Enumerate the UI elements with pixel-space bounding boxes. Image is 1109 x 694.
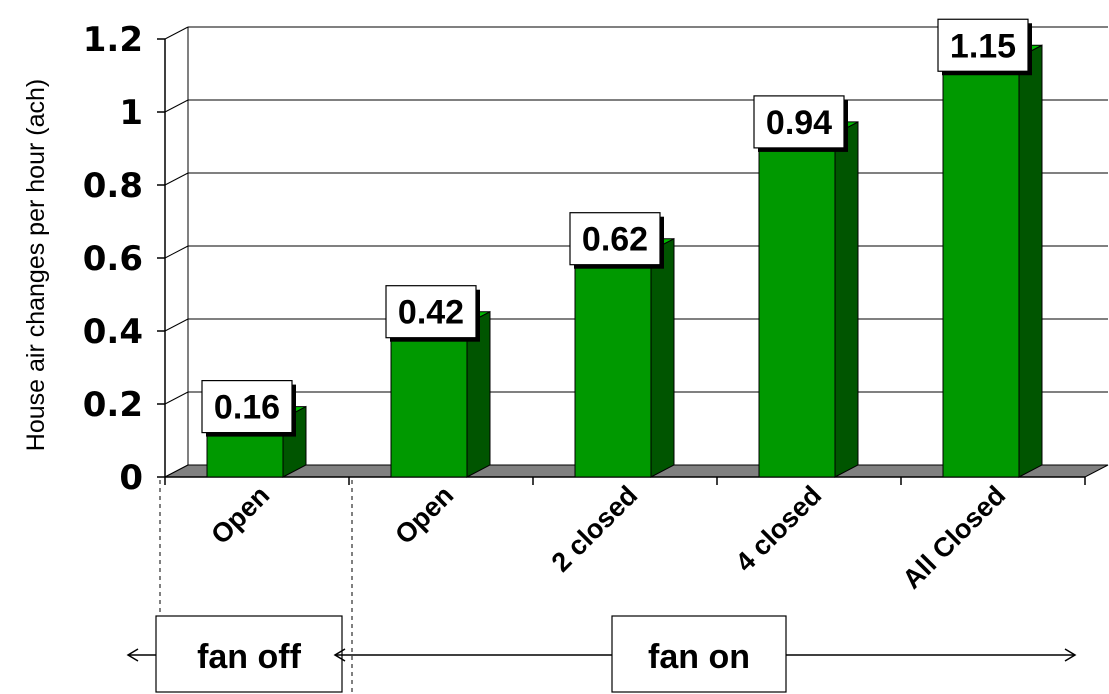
bar	[758, 133, 836, 478]
data-label-box	[937, 18, 1029, 72]
x-tick-label: 4 closed	[730, 480, 828, 578]
y-tick-label: 1	[119, 93, 143, 133]
data-label: 1.15	[950, 27, 1016, 65]
side-gridline	[164, 99, 189, 113]
bar	[942, 56, 1020, 478]
x-tick-label: All Closed	[897, 480, 1012, 595]
y-tick-label: 0.6	[83, 239, 143, 279]
data-label-box	[385, 285, 477, 339]
x-tick-label: 2 closed	[546, 480, 644, 578]
y-tick-label: 0.2	[83, 385, 143, 425]
group-label: fan on	[648, 638, 750, 676]
bar	[390, 323, 468, 478]
side-gridline	[164, 26, 189, 40]
data-label-box	[569, 212, 661, 266]
data-label: 0.42	[398, 294, 464, 332]
group-label-box	[155, 615, 343, 693]
data-label: 0.62	[582, 221, 648, 259]
side-gridline	[164, 318, 189, 332]
x-tick-label: Open	[389, 480, 459, 550]
group-fan-off: fan off	[126, 615, 343, 693]
data-label-box	[753, 95, 845, 149]
y-axis-title: House air changes per hour (ach)	[22, 79, 50, 451]
arrow-head	[1064, 648, 1077, 662]
bar-group: 0.62	[569, 212, 675, 478]
group-label: fan off	[197, 638, 302, 676]
side-gridline	[164, 245, 189, 259]
y-tick-label: 1.2	[83, 20, 143, 60]
bar-side	[650, 237, 675, 478]
bar-side	[834, 121, 859, 478]
data-label: 0.94	[766, 104, 832, 142]
y-tick-label: 0	[119, 458, 143, 498]
y-tick-label: 0.4	[83, 312, 143, 352]
data-label-box	[201, 380, 293, 434]
y-tick-label: 0.8	[83, 166, 143, 206]
bar-group: 0.42	[385, 285, 491, 478]
arrow-head	[126, 648, 139, 662]
side-gridline	[164, 172, 189, 186]
bar-group: 0.16	[201, 380, 307, 478]
arrow-head	[333, 648, 346, 662]
data-label: 0.16	[214, 389, 280, 427]
x-tick-label: Open	[205, 480, 275, 550]
group-fan-on: fan on	[333, 615, 1077, 693]
bar-group: 1.15	[937, 18, 1043, 478]
bar-group: 0.94	[753, 95, 859, 478]
bar-side	[1018, 44, 1043, 478]
side-gridline	[164, 391, 189, 405]
bar	[574, 250, 652, 478]
group-label-box	[611, 615, 787, 693]
